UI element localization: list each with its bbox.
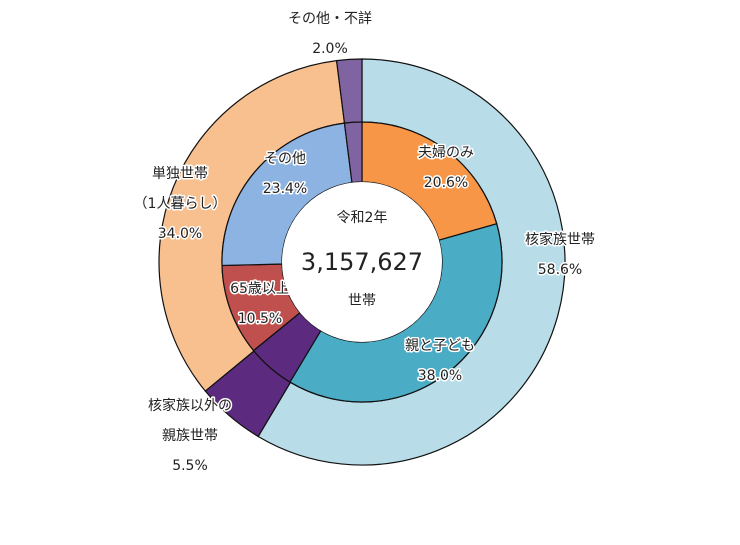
inner-label-1-line-0: 親と子ども bbox=[405, 338, 475, 354]
outer-value-label-3: 2.0% bbox=[312, 41, 348, 57]
center-hole bbox=[282, 182, 442, 342]
inner-value-label-1: 38.0% bbox=[418, 368, 462, 384]
inner-label-0-line-0: 夫婦のみ bbox=[418, 144, 474, 161]
outer-value-label-2: 34.0% bbox=[158, 226, 202, 242]
inner-ring bbox=[221, 121, 503, 403]
center-year-label: 令和2年 bbox=[337, 210, 388, 226]
outer-label-0-line-0: 核家族世帯 bbox=[525, 231, 595, 248]
inner-value-label-3: 10.5% bbox=[238, 311, 282, 327]
outer-label-1-line-0: 核家族以外の bbox=[148, 397, 232, 414]
inner-label-4-line-0: その他 bbox=[264, 151, 306, 167]
inner-label-3-line-0: 65歳以上 bbox=[230, 281, 290, 297]
outer-value-label-1: 5.5% bbox=[172, 458, 208, 474]
center-total-value: 3,157,627 bbox=[301, 248, 423, 276]
outer-value-label-0: 58.6% bbox=[538, 262, 582, 278]
inner-value-label-0: 20.6% bbox=[424, 175, 468, 191]
outer-label-2-line-1: （1人暮らし） bbox=[134, 196, 227, 212]
outer-label-2-line-0: 単独世帯 bbox=[152, 166, 208, 182]
inner-value-label-4: 23.4% bbox=[263, 181, 307, 197]
outer-label-1-line-1: 親族世帯 bbox=[162, 428, 218, 444]
center-unit-label: 世帯 bbox=[348, 293, 376, 309]
outer-label-3-line-0: その他・不詳 bbox=[288, 11, 372, 27]
